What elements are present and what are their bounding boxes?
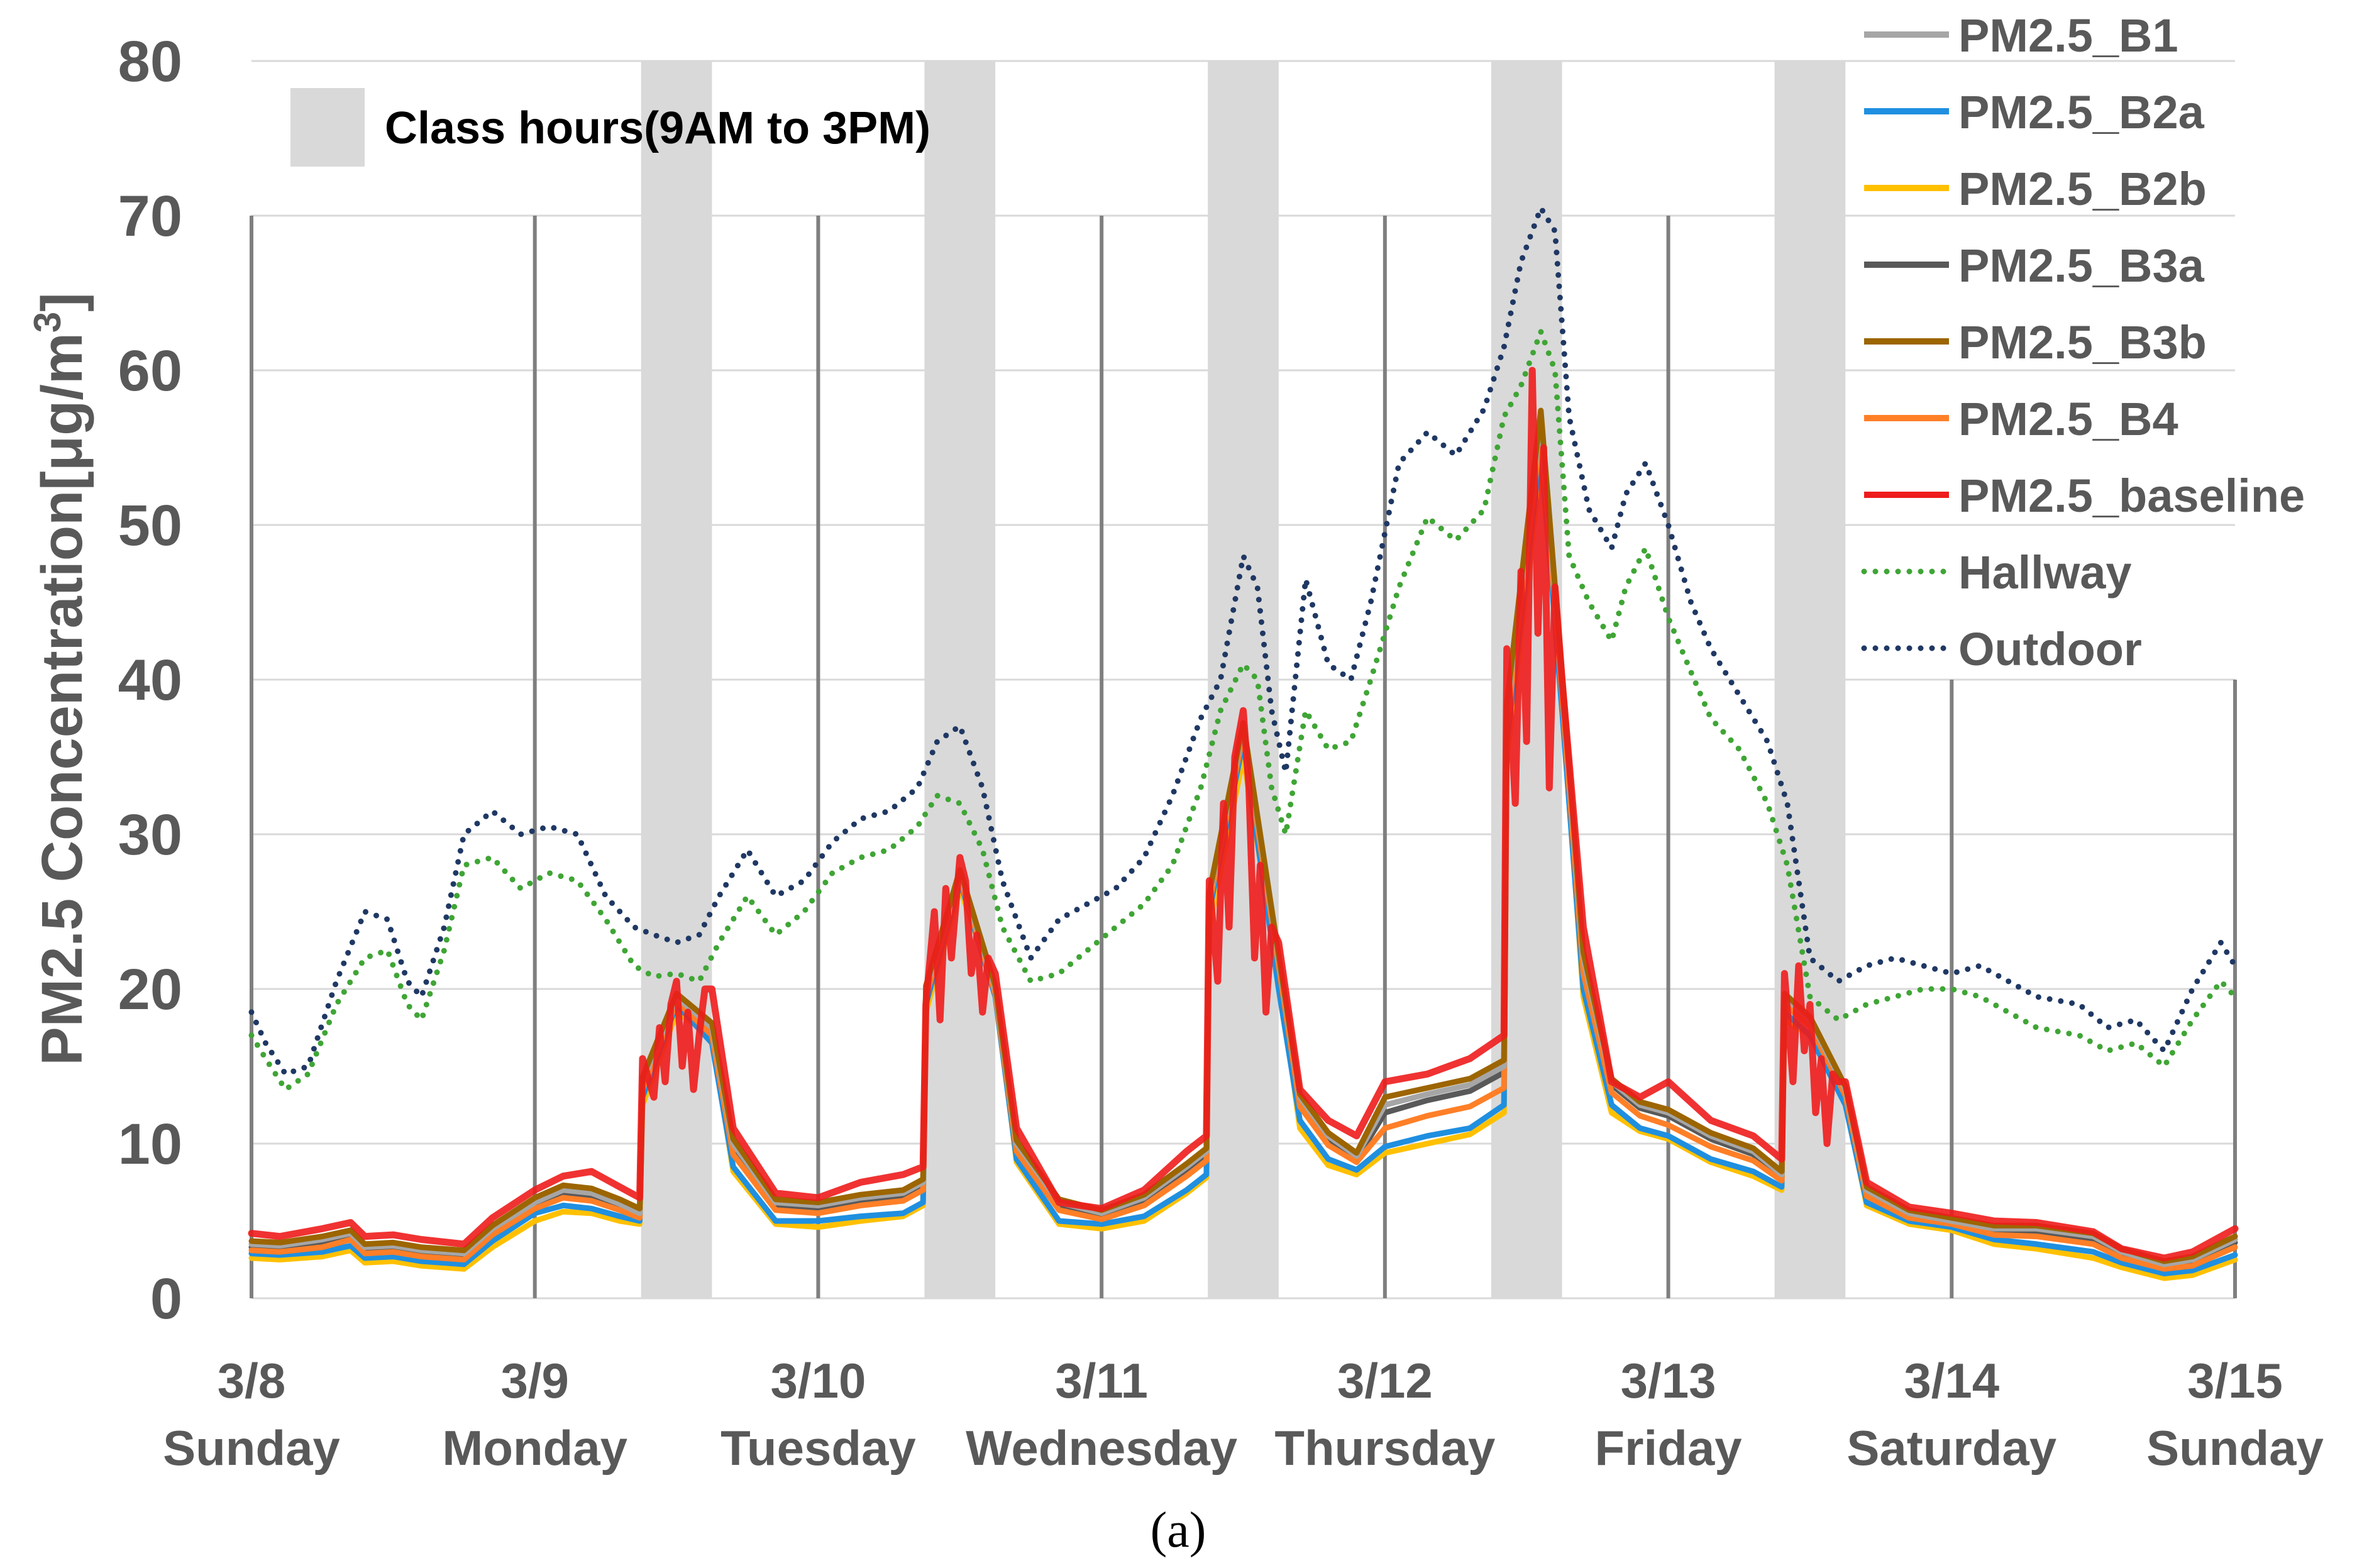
x-tick-date-3-9: 3/9 — [500, 1353, 568, 1408]
series-line-pm2-5-baseline — [248, 367, 2239, 1262]
x-tick-day-3-8: Sunday — [163, 1420, 340, 1476]
legend: PM2.5_B1 PM2.5_B2a PM2.5_B2b PM2.5_B3a PM2.5… — [1861, 9, 2305, 675]
class-hours-legend-swatch — [290, 88, 365, 167]
x-tick-day-3-14: Saturday — [1846, 1420, 2056, 1476]
x-tick-day-3-11: Wednesday — [966, 1420, 1237, 1476]
legend-label-outdoor: Outdoor — [1958, 623, 2142, 675]
legend-label-pm2-5-baseline: PM2.5_baseline — [1958, 470, 2305, 522]
x-tick-day-3-10: Tuesday — [720, 1420, 916, 1476]
x-tick-date-3-11: 3/11 — [1055, 1353, 1148, 1408]
legend-label-pm2-5-b4: PM2.5_B4 — [1958, 393, 2178, 445]
y-tick-label-40: 40 — [118, 648, 182, 712]
x-tick-day-3-9: Monday — [442, 1420, 627, 1476]
x-tick-date-3-15: 3/15 — [2187, 1353, 2283, 1408]
x-tick-day-3-12: Thursday — [1274, 1420, 1495, 1476]
x-tick-date-3-13: 3/13 — [1621, 1353, 1716, 1408]
y-axis-label-main: PM2.5 Concentration[μg/m — [30, 333, 94, 1066]
series-line-outdoor — [248, 205, 2238, 1077]
x-tick-labels: 3/8 Sunday 3/9 Monday 3/10 Tuesday 3/11 Wednesd… — [163, 1353, 2324, 1476]
y-tick-label-60: 60 — [118, 339, 182, 403]
y-tick-label-80: 80 — [118, 30, 182, 94]
y-tick-label-30: 30 — [118, 803, 182, 867]
y-axis-label-tail: ] — [30, 292, 94, 312]
figure-caption: (a) — [1151, 1503, 1206, 1558]
legend-label-pm2-5-b3b: PM2.5_B3b — [1958, 316, 2207, 368]
legend-label-pm2-5-b3a: PM2.5_B3a — [1958, 240, 2205, 292]
x-tick-date-3-12: 3/12 — [1337, 1353, 1433, 1408]
legend-label-pm2-5-b1: PM2.5_B1 — [1958, 9, 2178, 62]
y-tick-label-50: 50 — [118, 494, 182, 558]
x-tick-date-3-14: 3/14 — [1904, 1353, 1999, 1408]
y-tick-label-20: 20 — [118, 958, 182, 1022]
y-tick-labels: 0 10 20 30 40 50 60 70 80 — [118, 30, 182, 1331]
x-tick-date-3-10: 3/10 — [771, 1353, 866, 1408]
legend-label-hallway: Hallway — [1958, 546, 2132, 599]
data-series — [248, 205, 2239, 1281]
y-axis-label: PM2.5 Concentration[μg/m3] — [26, 292, 94, 1066]
series-line-hallway — [248, 329, 2238, 1093]
x-tick-day-3-15: Sunday — [2146, 1420, 2324, 1476]
y-tick-label-70: 70 — [118, 184, 182, 248]
class-hours-legend-label: Class hours(9AM to 3PM) — [385, 103, 930, 153]
x-tick-date-3-8: 3/8 — [218, 1353, 285, 1408]
legend-label-pm2-5-b2a: PM2.5_B2a — [1958, 86, 2205, 138]
legend-label-pm2-5-b2b: PM2.5_B2b — [1958, 163, 2207, 215]
gridlines — [251, 60, 2235, 1300]
y-tick-label-0: 0 — [150, 1267, 182, 1331]
y-tick-label-10: 10 — [118, 1112, 182, 1176]
x-tick-day-3-13: Friday — [1595, 1420, 1742, 1476]
y-axis-label-sup: 3 — [26, 312, 69, 333]
